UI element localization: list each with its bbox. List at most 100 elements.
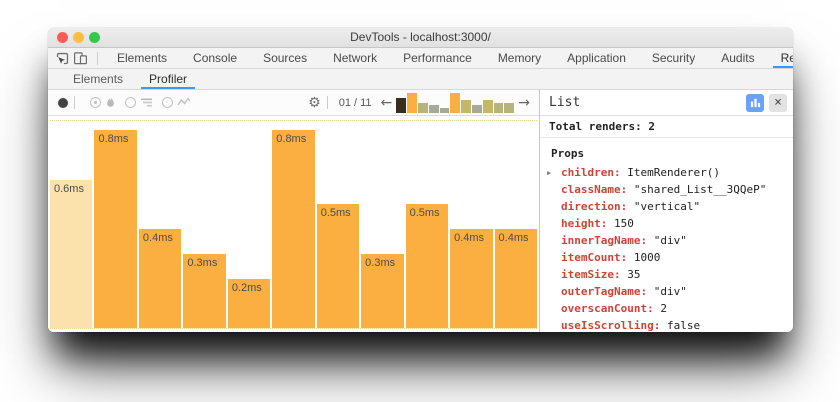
prop-row-outertagname[interactable]: outerTagName"div" — [540, 283, 793, 300]
prop-row-itemsize[interactable]: itemSize35 — [540, 266, 793, 283]
props-section: Props ▶childrenItemRenderer() className"… — [540, 138, 793, 332]
prop-value: 35 — [627, 268, 641, 281]
commit-bar-6[interactable]: 0.8ms — [272, 130, 315, 328]
device-toolbar-icon[interactable] — [73, 50, 88, 67]
commit-bar-2[interactable]: 0.8ms — [94, 130, 137, 328]
commit-bar-4[interactable]: 0.3ms — [183, 253, 226, 328]
tab-audits[interactable]: Audits — [708, 48, 767, 68]
thumbnail-bar-9[interactable] — [482, 100, 493, 113]
prop-value: "div" — [653, 285, 687, 298]
props-list: ▶ childrenItemRenderer() className"shared… — [540, 164, 793, 332]
thumbnail-bar-7[interactable] — [461, 100, 471, 113]
close-window-button[interactable] — [57, 32, 68, 43]
tab-react[interactable]: React — [768, 48, 793, 68]
prop-row-classname[interactable]: className"shared_List__3QQeP" — [540, 181, 793, 198]
bar-duration-label: 0.3ms — [187, 256, 218, 269]
bar-duration-label: 0.3ms — [365, 256, 396, 269]
commit-bar-3[interactable]: 0.4ms — [138, 229, 182, 328]
commit-bar-5[interactable]: 0.2ms — [227, 278, 271, 328]
prop-row-direction[interactable]: direction"vertical" — [540, 198, 793, 215]
profiler-bar-chart: 0.6ms 0.8ms 0.4ms 0.3ms 0.2ms 0.8ms 0.5ms 0.3ms… — [50, 120, 537, 329]
inspect-element-icon[interactable] — [55, 50, 70, 67]
ranked-chart-icon — [141, 98, 152, 107]
profiler-settings-gear-icon[interactable]: ⚙ — [308, 94, 321, 111]
commit-bar-8[interactable]: 0.3ms — [361, 253, 404, 328]
interactions-radio[interactable] — [162, 97, 173, 108]
thumbnail-bar-5[interactable] — [439, 107, 450, 113]
prop-name: useIsScrolling — [561, 319, 667, 332]
bar-duration-label: 0.5ms — [409, 207, 440, 220]
record-button[interactable] — [58, 97, 68, 108]
view-ranked-option[interactable] — [125, 97, 153, 108]
tab-security[interactable]: Security — [639, 48, 708, 68]
commit-bar-1[interactable]: 0.6ms — [50, 179, 93, 328]
tab-elements[interactable]: Elements — [104, 48, 180, 68]
snapshot-counter: 01 / 11 — [338, 96, 372, 109]
profiler-toolbar: ⚙ 01 / 11 ← → — [48, 90, 539, 116]
prop-name: children — [561, 166, 627, 179]
thumbnail-bar-3[interactable] — [417, 102, 428, 113]
subtab-elements[interactable]: Elements — [60, 69, 136, 89]
tab-label: Console — [193, 51, 238, 65]
commit-bar-7[interactable]: 0.5ms — [316, 204, 360, 328]
commit-bar-9[interactable]: 0.5ms — [405, 204, 449, 328]
prop-name: direction — [561, 200, 634, 213]
view-component-chart-button[interactable] — [746, 93, 764, 112]
thumbnail-bar-11[interactable] — [504, 102, 515, 113]
prop-value: 1000 — [633, 251, 661, 264]
component-inspector-pane: List × Total renders: 2 Props ▶ childrenI… — [540, 90, 793, 332]
devtools-window: DevTools - localhost:3000/ Elements Conso… — [48, 28, 793, 332]
prop-row-innertagname[interactable]: innerTagName"div" — [540, 232, 793, 249]
toolbar-separator — [97, 51, 98, 65]
next-snapshot-arrow[interactable]: → — [518, 94, 530, 111]
prop-value: ItemRenderer() — [627, 166, 720, 179]
close-inspector-icon[interactable]: × — [769, 93, 787, 112]
thumbnail-bar-8[interactable] — [471, 105, 482, 113]
zoom-window-button[interactable] — [89, 32, 100, 43]
prop-name: itemSize — [561, 268, 627, 281]
thumbnail-bar-1[interactable] — [396, 97, 407, 113]
thumbnail-bar-10[interactable] — [493, 102, 504, 113]
view-flamegraph-option[interactable] — [90, 96, 116, 109]
snapshot-thumbnail[interactable] — [396, 92, 515, 113]
prop-name: overscanCount — [561, 302, 660, 315]
flamegraph-radio[interactable] — [90, 97, 101, 108]
tab-application[interactable]: Application — [554, 48, 639, 68]
ranked-radio[interactable] — [125, 97, 136, 108]
subtab-label: Profiler — [149, 72, 188, 86]
devtools-tab-bar: Elements Console Sources Network Performance… — [48, 48, 793, 69]
prop-row-height[interactable]: height150 — [540, 215, 793, 232]
tab-performance[interactable]: Performance — [390, 48, 485, 68]
thumbnail-bar-2[interactable] — [407, 92, 417, 113]
react-sub-tabs: Elements Profiler — [60, 69, 200, 89]
tab-sources[interactable]: Sources — [250, 48, 320, 68]
thumbnail-bar-4[interactable] — [428, 105, 439, 113]
bar-chart-icon — [750, 98, 760, 108]
prop-row-itemcount[interactable]: itemCount1000 — [540, 249, 793, 266]
tab-label: Performance — [403, 51, 472, 65]
commit-bar-11[interactable]: 0.4ms — [494, 229, 537, 328]
selected-component-name: List — [549, 95, 581, 110]
react-panel-tab-bar: Elements Profiler — [48, 69, 793, 90]
subtab-profiler[interactable]: Profiler — [136, 69, 200, 89]
tab-console[interactable]: Console — [180, 48, 250, 68]
prop-row-useisscrolling[interactable]: useIsScrollingfalse — [540, 317, 793, 332]
commit-bar-10[interactable]: 0.4ms — [450, 229, 493, 328]
minimize-window-button[interactable] — [73, 32, 84, 43]
inspector-header: List × — [540, 90, 793, 116]
subtab-label: Elements — [73, 72, 124, 86]
prop-row-overscancount[interactable]: overscanCount2 — [540, 300, 793, 317]
traffic-lights — [57, 32, 100, 43]
view-interactions-option[interactable] — [162, 97, 191, 108]
previous-snapshot-arrow[interactable]: ← — [380, 94, 393, 111]
prop-name: itemCount — [561, 251, 634, 264]
tab-memory[interactable]: Memory — [485, 48, 554, 68]
tab-label: Network — [333, 51, 378, 65]
window-title: DevTools - localhost:3000/ — [350, 30, 491, 44]
prop-value: "div" — [653, 234, 687, 247]
tab-network[interactable]: Network — [320, 48, 390, 68]
titlebar: DevTools - localhost:3000/ — [48, 28, 793, 48]
prop-row-children[interactable]: ▶ childrenItemRenderer() — [540, 164, 793, 181]
expand-arrow-icon[interactable]: ▶ — [547, 169, 552, 177]
thumbnail-bar-6[interactable] — [450, 92, 461, 113]
